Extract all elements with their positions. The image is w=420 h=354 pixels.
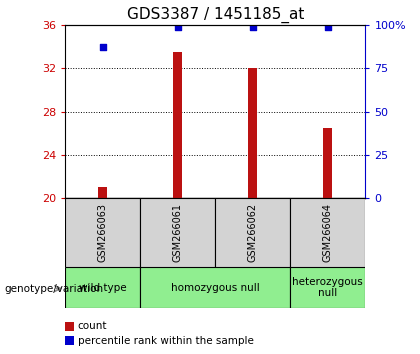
Text: GSM266061: GSM266061 (173, 203, 183, 262)
Bar (140, 198, 215, 267)
Text: percentile rank within the sample: percentile rank within the sample (78, 336, 254, 346)
Text: GSM266063: GSM266063 (97, 203, 108, 262)
Text: genotype/variation: genotype/variation (4, 284, 103, 293)
Bar (98, 187, 107, 198)
Title: GDS3387 / 1451185_at: GDS3387 / 1451185_at (126, 7, 304, 23)
Text: heterozygous
null: heterozygous null (292, 277, 363, 298)
Bar (140, 267, 290, 308)
Text: GSM266062: GSM266062 (248, 203, 258, 262)
Bar (323, 128, 332, 198)
Bar (65, 267, 140, 308)
Bar (215, 198, 290, 267)
Bar (290, 198, 365, 267)
Text: homozygous null: homozygous null (171, 282, 260, 293)
Point (174, 24, 181, 29)
Bar (65, 336, 74, 345)
Bar (248, 68, 257, 198)
Point (249, 24, 256, 29)
Bar (290, 267, 365, 308)
Text: wild type: wild type (79, 282, 126, 293)
Bar (65, 198, 140, 267)
Bar (65, 322, 74, 331)
Text: count: count (78, 321, 107, 331)
Point (325, 24, 331, 29)
Text: GSM266064: GSM266064 (323, 203, 333, 262)
Bar (173, 52, 182, 198)
Point (99, 45, 106, 50)
